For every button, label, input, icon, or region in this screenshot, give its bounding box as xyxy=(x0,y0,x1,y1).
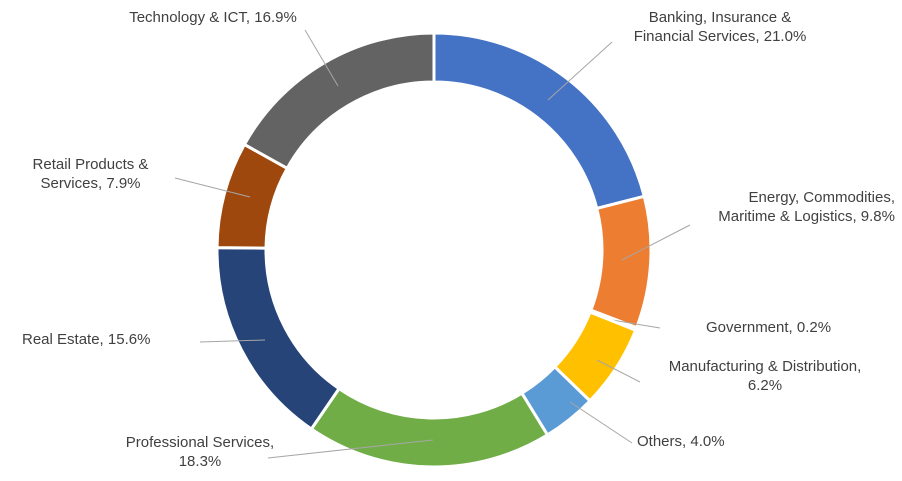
leader-line xyxy=(569,401,633,444)
category-label: Professional Services, xyxy=(125,434,275,451)
category-label: Others, xyxy=(637,433,687,450)
slice xyxy=(588,194,653,330)
value-label: 4.0% xyxy=(690,433,725,450)
leader-line xyxy=(611,319,661,329)
leader-line xyxy=(304,29,339,87)
slice xyxy=(309,386,550,469)
category-label: Government, xyxy=(706,319,793,336)
slice xyxy=(432,31,647,211)
data-label: Retail Products & Services, 7.9% xyxy=(8,155,173,193)
category-label: Banking, Insurance & Financial Services, xyxy=(633,9,792,45)
value-label: 16.9% xyxy=(254,9,297,26)
category-label: Retail Products & Services, xyxy=(32,156,149,192)
leader-line xyxy=(199,339,266,343)
data-label: Banking, Insurance & Financial Services,… xyxy=(620,8,820,46)
data-label: Professional Services, 18.3% xyxy=(110,433,290,471)
category-label: Manufacturing & Distribution, xyxy=(668,358,862,375)
data-label: Technology & ICT, 16.9% xyxy=(128,8,298,27)
value-label: 0.2% xyxy=(796,319,832,336)
leader-line xyxy=(267,439,434,459)
value-label: 18.3% xyxy=(178,453,222,470)
data-label: Government, 0.2% xyxy=(706,318,896,337)
category-label: Energy, Commodities, Maritime & Logistic… xyxy=(718,189,895,225)
data-label: Real Estate, 15.6% xyxy=(22,330,202,349)
leader-line xyxy=(547,41,613,101)
leader-line xyxy=(174,177,251,198)
category-label: Real Estate, xyxy=(22,331,104,348)
value-label: 6.2% xyxy=(747,377,783,394)
leader-line xyxy=(596,359,641,383)
slice xyxy=(215,246,342,432)
value-label: 15.6% xyxy=(107,331,151,348)
data-label: Others, 4.0% xyxy=(637,432,787,451)
data-label: Energy, Commodities, Maritime & Logistic… xyxy=(690,188,895,226)
value-label: 9.8% xyxy=(860,208,895,225)
value-label: 7.9% xyxy=(106,175,141,192)
leader-line xyxy=(621,224,691,261)
data-label: Manufacturing & Distribution, 6.2% xyxy=(665,357,865,395)
category-label: Technology & ICT, xyxy=(129,9,251,26)
value-label: 21.0% xyxy=(763,28,807,45)
slice xyxy=(242,31,436,171)
